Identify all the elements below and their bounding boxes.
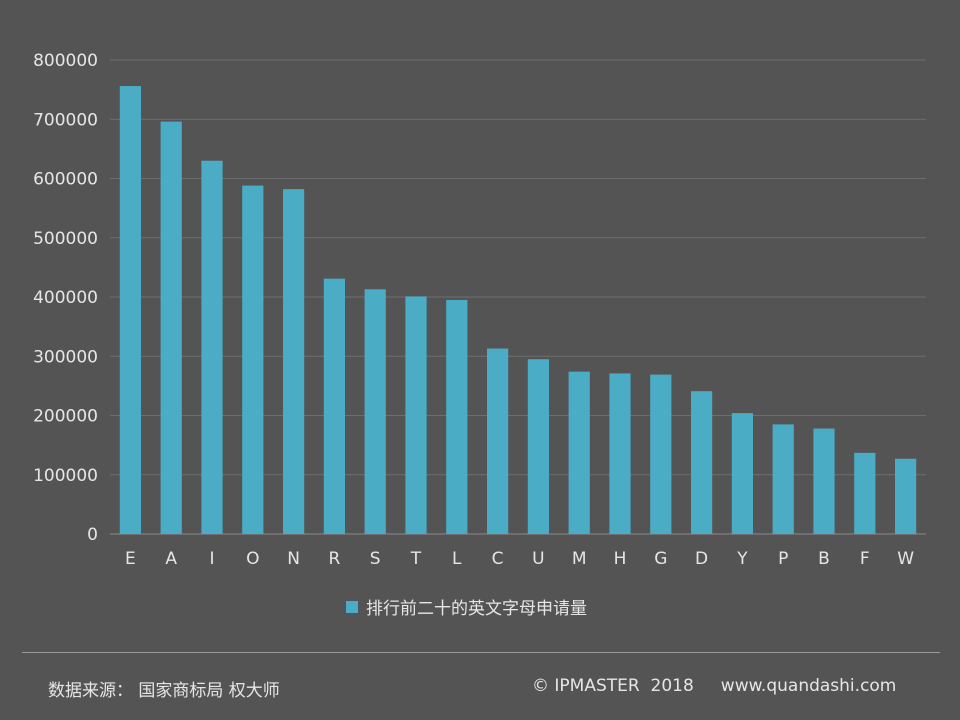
y-tick-label: 400000 — [33, 288, 98, 308]
legend-swatch — [346, 600, 358, 613]
data-source: 数据来源： 国家商标局 权大师 — [48, 681, 280, 701]
x-tick-label: D — [695, 549, 708, 569]
x-tick-label: U — [532, 549, 544, 569]
x-tick-label: O — [246, 549, 259, 569]
bar-M — [568, 371, 590, 534]
copyright: © IPMASTER 2018 www.quandashi.com — [532, 676, 897, 696]
x-tick-label: F — [860, 549, 870, 569]
x-tick-label: P — [778, 549, 788, 569]
x-tick-label: C — [492, 549, 504, 569]
bar-G — [650, 374, 672, 534]
bar-L — [446, 299, 468, 534]
bar-E — [119, 86, 142, 534]
x-tick-label: W — [897, 549, 914, 569]
bar-I — [201, 160, 223, 534]
x-tick-label: I — [209, 549, 214, 569]
x-tick-label: R — [328, 549, 340, 569]
bar-A — [160, 121, 182, 535]
x-tick-label: T — [410, 549, 422, 569]
legend: 排行前二十的英文字母申请量 — [346, 594, 587, 619]
y-tick-label: 700000 — [33, 110, 98, 130]
y-tick-label: 600000 — [33, 170, 98, 190]
x-tick-label: N — [287, 549, 300, 569]
bar-F — [854, 452, 876, 534]
x-tick-label: E — [125, 549, 136, 569]
footer-divider — [22, 652, 940, 653]
bar-C — [486, 348, 509, 534]
bar-N — [282, 189, 305, 535]
bar-P — [772, 424, 794, 534]
y-tick-label: 100000 — [33, 466, 98, 486]
bar-R — [323, 278, 346, 534]
y-tick-label: 800000 — [33, 51, 98, 71]
y-tick-label: 300000 — [33, 347, 98, 367]
x-tick-label: A — [165, 549, 177, 569]
bar-U — [527, 359, 550, 534]
x-tick-label: L — [452, 549, 462, 569]
y-tick-label: 0 — [87, 525, 98, 545]
bar-S — [364, 289, 386, 534]
bar-Y — [731, 413, 754, 534]
bar-O — [242, 185, 264, 535]
bar-D — [690, 391, 713, 534]
x-tick-label: S — [370, 549, 381, 569]
bar-W — [894, 458, 917, 534]
bar-T — [405, 296, 427, 534]
x-tick-label: Y — [736, 549, 748, 569]
x-tick-label: G — [654, 549, 667, 569]
x-tick-label: H — [614, 549, 627, 569]
y-tick-label: 200000 — [33, 407, 98, 427]
bar-chart: 0 100000 200000 300000 400000 500000 600000 700… — [33, 51, 926, 569]
y-tick-label: 500000 — [33, 229, 98, 249]
x-tick-label: B — [818, 549, 830, 569]
bar-B — [813, 428, 835, 534]
legend-label: 排行前二十的英文字母申请量 — [366, 599, 587, 619]
x-tick-label: M — [572, 549, 587, 569]
bar-H — [609, 373, 631, 534]
